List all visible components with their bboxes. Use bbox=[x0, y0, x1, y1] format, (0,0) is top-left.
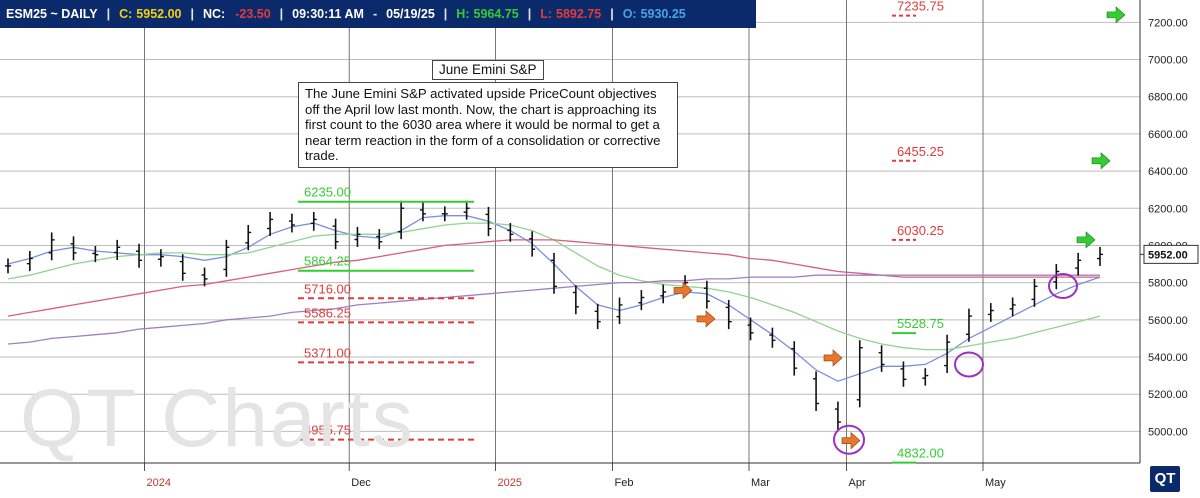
date-value: 05/19/25 bbox=[386, 7, 435, 21]
close-label: C: bbox=[119, 7, 133, 21]
y-tick-label: 5000.00 bbox=[1148, 426, 1188, 438]
x-tick-label: Dec bbox=[351, 477, 371, 489]
header-separator: | bbox=[527, 7, 532, 21]
close-value: 5952.00 bbox=[136, 7, 182, 21]
signal-arrow bbox=[823, 349, 843, 367]
x-tick-label: May bbox=[985, 477, 1006, 489]
net-change-value: -23.50 bbox=[235, 7, 271, 21]
y-tick-label: 5600.00 bbox=[1148, 315, 1188, 327]
level-label: 5586.25 bbox=[304, 305, 351, 320]
x-tick-label: Feb bbox=[615, 477, 634, 489]
header-separator: | bbox=[106, 7, 111, 21]
last-price-tag bbox=[1143, 244, 1199, 264]
target-arrow bbox=[1076, 231, 1096, 249]
y-tick-label: 7200.00 bbox=[1148, 17, 1188, 29]
level-label: 5528.75 bbox=[897, 316, 944, 331]
y-tick-label: 6400.00 bbox=[1148, 166, 1188, 178]
low-label: L: bbox=[540, 7, 552, 21]
x-tick-label: 2024 bbox=[147, 477, 171, 489]
level-label: 6235.00 bbox=[304, 185, 351, 200]
target-arrow bbox=[1106, 6, 1126, 24]
header-separator: | bbox=[279, 7, 284, 21]
header-separator: - bbox=[372, 7, 378, 21]
quote-header: ESM25 ~ DAILY | C: 5952.00 | NC: -23.50 … bbox=[0, 0, 756, 28]
level-label: 4832.00 bbox=[897, 446, 944, 461]
level-label: 7235.75 bbox=[897, 0, 944, 14]
net-change-label: NC: bbox=[202, 7, 226, 21]
y-tick-label: 5400.00 bbox=[1148, 352, 1188, 364]
x-tick-label: 2025 bbox=[498, 477, 522, 489]
highlight-circle bbox=[954, 351, 984, 378]
low-value: 5892.75 bbox=[556, 7, 602, 21]
watermark: QT Charts bbox=[20, 373, 415, 464]
header-separator: | bbox=[443, 7, 448, 21]
symbol-label: ESM25 ~ DAILY bbox=[6, 7, 98, 21]
high-label: H: bbox=[456, 7, 470, 21]
header-separator: | bbox=[190, 7, 194, 21]
level-label: 5864.25 bbox=[304, 254, 351, 269]
level-label: 5371.00 bbox=[304, 345, 351, 360]
y-tick-label: 6200.00 bbox=[1148, 203, 1188, 215]
level-label: 6455.25 bbox=[897, 144, 944, 159]
high-value: 5964.75 bbox=[473, 7, 519, 21]
open-value: 5930.25 bbox=[640, 7, 686, 21]
y-tick-label: 7000.00 bbox=[1148, 55, 1188, 67]
time-value: 09:30:11 AM bbox=[292, 7, 364, 21]
level-label: 6030.25 bbox=[897, 223, 944, 238]
x-tick-label: Mar bbox=[751, 477, 770, 489]
level-label: 4955.75 bbox=[304, 423, 351, 438]
level-label: 5716.00 bbox=[304, 281, 351, 296]
header-separator: | bbox=[610, 7, 614, 21]
y-tick-label: 6800.00 bbox=[1148, 92, 1188, 104]
x-tick-label: Apr bbox=[849, 477, 866, 489]
y-tick-label: 6600.00 bbox=[1148, 129, 1188, 141]
signal-arrow bbox=[841, 432, 861, 450]
moving-average-line bbox=[7, 239, 1100, 317]
signal-arrow bbox=[696, 310, 716, 328]
highlight-circle bbox=[833, 424, 865, 455]
target-arrow bbox=[1091, 152, 1111, 170]
y-tick-label: 5200.00 bbox=[1148, 389, 1188, 401]
chart-annotation: The June Emini S&P activated upside Pric… bbox=[298, 82, 678, 168]
open-label: O: bbox=[622, 7, 637, 21]
highlight-circle bbox=[1048, 272, 1078, 299]
qt-logo: QT bbox=[1150, 466, 1180, 492]
signal-arrow bbox=[673, 281, 693, 300]
y-tick-label: 5800.00 bbox=[1148, 278, 1188, 290]
chart-title: June Emini S&P bbox=[432, 60, 544, 80]
last-price-label: 5952.00 bbox=[1148, 249, 1188, 261]
